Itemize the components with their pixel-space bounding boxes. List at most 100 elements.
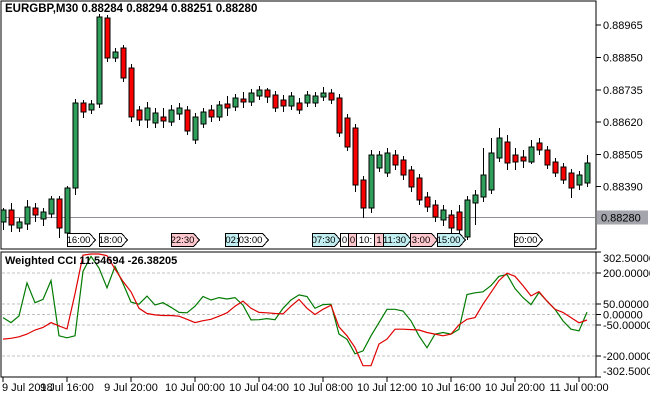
candle-bearish xyxy=(184,109,191,132)
chart-title: EURGBP,M30 0.88284 0.88294 0.88251 0.882… xyxy=(5,3,257,15)
candle-bullish xyxy=(368,154,375,209)
candle-bullish xyxy=(168,109,175,123)
cci-axis-label: -302.50000 xyxy=(603,366,650,378)
candle-bullish xyxy=(576,174,583,186)
candle-bullish xyxy=(48,198,55,215)
candle-bearish xyxy=(416,177,423,201)
time-axis-label: 10 Jul 20:00 xyxy=(485,382,545,394)
candle-bearish xyxy=(392,154,399,166)
candle-bullish xyxy=(112,51,119,59)
candle-bullish xyxy=(16,221,23,229)
candle-bullish xyxy=(96,16,103,105)
candle-bullish xyxy=(288,95,295,107)
time-tag-label: 0 xyxy=(342,235,347,246)
time-tag[interactable] xyxy=(312,233,342,247)
candle-bearish xyxy=(408,169,415,188)
candle-bearish xyxy=(400,159,407,176)
candle-bullish xyxy=(304,94,311,104)
time-axis-label: 10 Jul 12:00 xyxy=(357,382,417,394)
time-tag[interactable] xyxy=(99,233,129,247)
candle-bearish xyxy=(32,207,39,216)
candle-bearish xyxy=(104,17,111,59)
time-tag-label: 18:00 xyxy=(99,235,123,246)
time-tag-label: 0 xyxy=(350,235,355,246)
time-axis-label: 9 Jul 16:00 xyxy=(40,382,94,394)
candle-bullish xyxy=(496,137,503,159)
candle-bearish xyxy=(240,98,247,103)
bid-price-label: 0.88280 xyxy=(601,213,641,225)
time-tag-label: 11:30 xyxy=(383,235,406,246)
time-tag[interactable] xyxy=(67,233,97,247)
candle-bullish xyxy=(256,89,263,97)
price-axis-label: 0.88850 xyxy=(603,52,643,64)
candle-bearish xyxy=(504,141,511,164)
time-tag-label: 02: xyxy=(225,235,238,246)
candle-bullish xyxy=(320,92,327,98)
cci-slow-line xyxy=(2,253,588,367)
bid-price-label-bg xyxy=(597,210,648,225)
candle-bearish xyxy=(280,99,287,107)
candle-bearish xyxy=(296,102,303,111)
candle-bearish xyxy=(8,209,15,226)
candle-bearish xyxy=(336,97,343,134)
candle-bullish xyxy=(0,209,7,223)
candle-bullish xyxy=(384,152,391,174)
candle-bearish xyxy=(456,211,463,231)
time-tag-label: 22:30 xyxy=(171,235,195,246)
candle-bullish xyxy=(480,174,487,198)
time-tag[interactable] xyxy=(410,233,439,247)
time-axis-label: 10 Jul 08:00 xyxy=(293,382,353,394)
candle-bullish xyxy=(440,209,447,221)
candle-bearish xyxy=(208,109,215,118)
time-tag-label: 03:00 xyxy=(239,235,263,246)
candle-bearish xyxy=(560,166,567,181)
candle-bearish xyxy=(424,196,431,208)
candle-bearish xyxy=(360,179,367,209)
candle-bullish xyxy=(88,103,95,111)
candle-bullish xyxy=(248,92,255,103)
candle-bullish xyxy=(584,162,591,184)
candle-bearish xyxy=(448,214,455,229)
time-tag[interactable] xyxy=(171,233,201,247)
time-tag-label: 20:00 xyxy=(514,235,538,246)
cci-axis-label: 0.00000 xyxy=(603,310,643,322)
candle-bearish xyxy=(136,109,143,121)
candle-bearish xyxy=(344,117,351,148)
time-tag[interactable] xyxy=(238,233,270,247)
cci-axis-label: -50.00000 xyxy=(603,320,650,332)
time-axis-label: 11 Jul 00:00 xyxy=(549,382,608,394)
candle-bullish xyxy=(176,107,183,115)
price-axis-label: 0.88390 xyxy=(603,182,643,194)
time-axis-label: 10 Jul 04:00 xyxy=(229,382,289,394)
candle-bullish xyxy=(72,102,79,189)
time-tag[interactable] xyxy=(514,233,544,247)
time-tag[interactable] xyxy=(437,233,467,247)
price-axis-label: 0.88965 xyxy=(603,20,643,32)
cci-axis-label: 302.50000 xyxy=(603,253,650,265)
time-tag-label: 3:00 xyxy=(412,235,431,246)
candles xyxy=(0,14,591,241)
price-axis-label: 0.88735 xyxy=(603,85,643,97)
candle-bearish xyxy=(432,204,439,218)
candle-bullish xyxy=(528,146,535,163)
candle-bullish xyxy=(24,206,31,225)
candle-bearish xyxy=(512,154,519,163)
cci-axis-label: -200.00000 xyxy=(603,351,650,363)
main-chart-panel[interactable] xyxy=(0,0,597,250)
candle-bullish xyxy=(464,199,471,238)
price-axis-label: 0.88505 xyxy=(603,149,643,161)
candle-bearish xyxy=(520,156,527,162)
candle-bullish xyxy=(152,112,159,124)
time-tag-label: 1 xyxy=(376,235,381,246)
cci-axis-label: 200.00000 xyxy=(603,268,650,280)
candle-bullish xyxy=(232,97,239,108)
time-tag-label: 15:00 xyxy=(437,235,461,246)
cci-axis-label: 50.00000 xyxy=(603,299,649,311)
time-tag[interactable] xyxy=(383,233,413,247)
candle-bullish xyxy=(472,194,479,204)
time-axis-label: 10 Jul 16:00 xyxy=(421,382,481,394)
candle-bullish xyxy=(192,116,199,141)
candle-bearish xyxy=(264,89,271,98)
candle-bearish xyxy=(568,172,575,189)
